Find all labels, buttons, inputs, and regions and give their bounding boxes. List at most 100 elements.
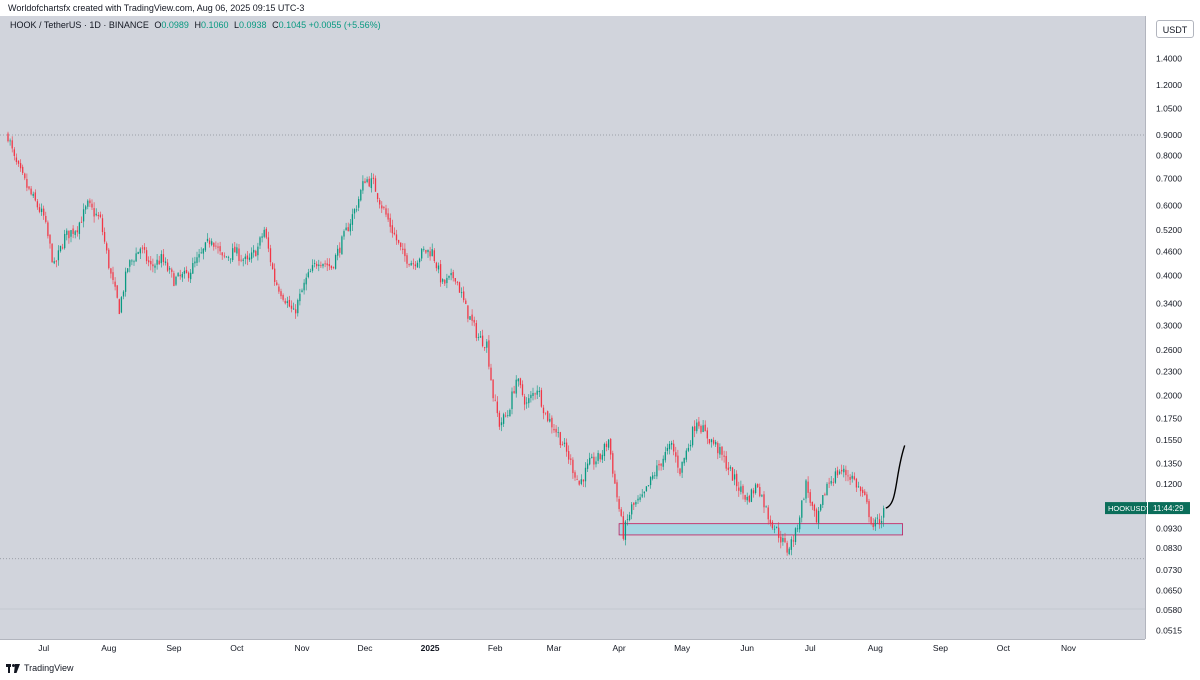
candle-body (154, 265, 156, 268)
candle-body (715, 441, 717, 445)
price-tick-label: 0.1550 (1156, 435, 1182, 445)
candle-body (660, 463, 662, 466)
candle-body (219, 246, 221, 252)
candle-body (402, 248, 404, 250)
candle-body (288, 299, 291, 307)
time-axis[interactable] (0, 639, 1145, 662)
candle-body (484, 347, 486, 349)
candle-body (28, 186, 30, 189)
price-tick-label: 0.2300 (1156, 366, 1182, 376)
candle-body (773, 528, 776, 530)
time-tick-label: 2025 (421, 643, 440, 653)
candle-body (834, 471, 837, 483)
price-tick-label: 0.1200 (1156, 479, 1182, 489)
candle-body (358, 199, 360, 208)
candle-body (40, 208, 43, 213)
last-price-symbol-tag (1105, 502, 1147, 515)
chart-pane[interactable] (0, 16, 1145, 639)
candle-body (211, 241, 213, 245)
legend-close: 0.1045 (278, 20, 307, 30)
candle-body (385, 208, 387, 215)
candle-body (244, 256, 246, 259)
time-tick-label: Dec (357, 643, 373, 653)
candle-body (874, 519, 876, 527)
candle-body (654, 475, 656, 477)
price-tick-label: 0.0515 (1156, 626, 1182, 636)
candle-body (710, 439, 713, 443)
candle-body (278, 286, 280, 292)
chart-credit: Worldofchartsfx created with TradingView… (8, 3, 305, 13)
price-axis[interactable] (1145, 16, 1200, 639)
candle-body (381, 205, 383, 209)
candle-body (169, 268, 171, 270)
candle-body (712, 440, 715, 444)
candle-body (418, 258, 421, 263)
footer-brand[interactable]: TradingView (6, 663, 74, 673)
legend-symbol: HOOK / TetherUS · 1D · BINANCE (10, 20, 149, 30)
candle-body (295, 309, 297, 314)
candle-body (521, 384, 524, 395)
candle-body (872, 523, 874, 528)
price-tick-label: 0.0930 (1156, 523, 1182, 533)
candle-body (523, 396, 526, 405)
price-tick-label: 0.0650 (1156, 585, 1182, 595)
legend-close-label: C (272, 20, 279, 30)
candle-body (832, 481, 834, 483)
candle-body (124, 271, 127, 292)
candle-body (687, 447, 690, 451)
candle-body (788, 548, 790, 555)
candle-body (55, 260, 57, 262)
last-price-countdown: 11:44:29 (1153, 504, 1184, 513)
candle-body (322, 263, 324, 267)
candle-body (431, 249, 433, 257)
candle-body (351, 214, 354, 225)
candle-body (110, 268, 112, 274)
candle-body (22, 166, 24, 173)
candle-body (635, 502, 637, 505)
candle-body (845, 469, 847, 476)
candle-body (286, 301, 288, 304)
candle-body (765, 506, 767, 508)
candle-body (452, 272, 454, 279)
candle-body (639, 497, 641, 500)
candle-body (841, 469, 843, 472)
candle-body (250, 252, 253, 259)
candle-body (118, 299, 120, 315)
candle-body (387, 213, 389, 220)
candle-body (759, 487, 761, 497)
candle-body (830, 480, 832, 484)
candle-body (706, 430, 708, 439)
candle-body (160, 254, 162, 264)
candle-body (374, 178, 377, 192)
candle-body (376, 193, 379, 200)
candle-body (366, 179, 368, 183)
candle-body (570, 458, 572, 460)
candle-body (614, 473, 616, 484)
candle-body (368, 178, 370, 187)
price-tick-label: 0.7000 (1156, 174, 1182, 184)
candle-body (729, 467, 732, 469)
candle-body (626, 519, 629, 521)
time-tick-label: Feb (488, 643, 503, 653)
time-tick-label: Jul (38, 643, 49, 653)
candle-body (410, 262, 412, 266)
candle-body (87, 200, 89, 207)
legend-high: 0.1060 (200, 20, 229, 30)
candle-body (492, 379, 494, 399)
candle-body (769, 519, 771, 523)
candle-body (517, 378, 519, 382)
candle-body (225, 256, 228, 258)
candle-body (677, 455, 679, 468)
candle-body (742, 485, 744, 494)
candle-body (477, 337, 480, 338)
candle-body (372, 177, 375, 179)
currency-button[interactable]: USDT (1156, 20, 1194, 38)
candle-body (509, 409, 511, 417)
candle-body (192, 263, 194, 274)
candle-body (752, 490, 755, 494)
candle-body (589, 457, 591, 465)
price-tick-label: 0.4600 (1156, 246, 1182, 256)
candle-body (347, 227, 349, 232)
candle-body (828, 482, 830, 484)
candle-body (66, 230, 68, 235)
